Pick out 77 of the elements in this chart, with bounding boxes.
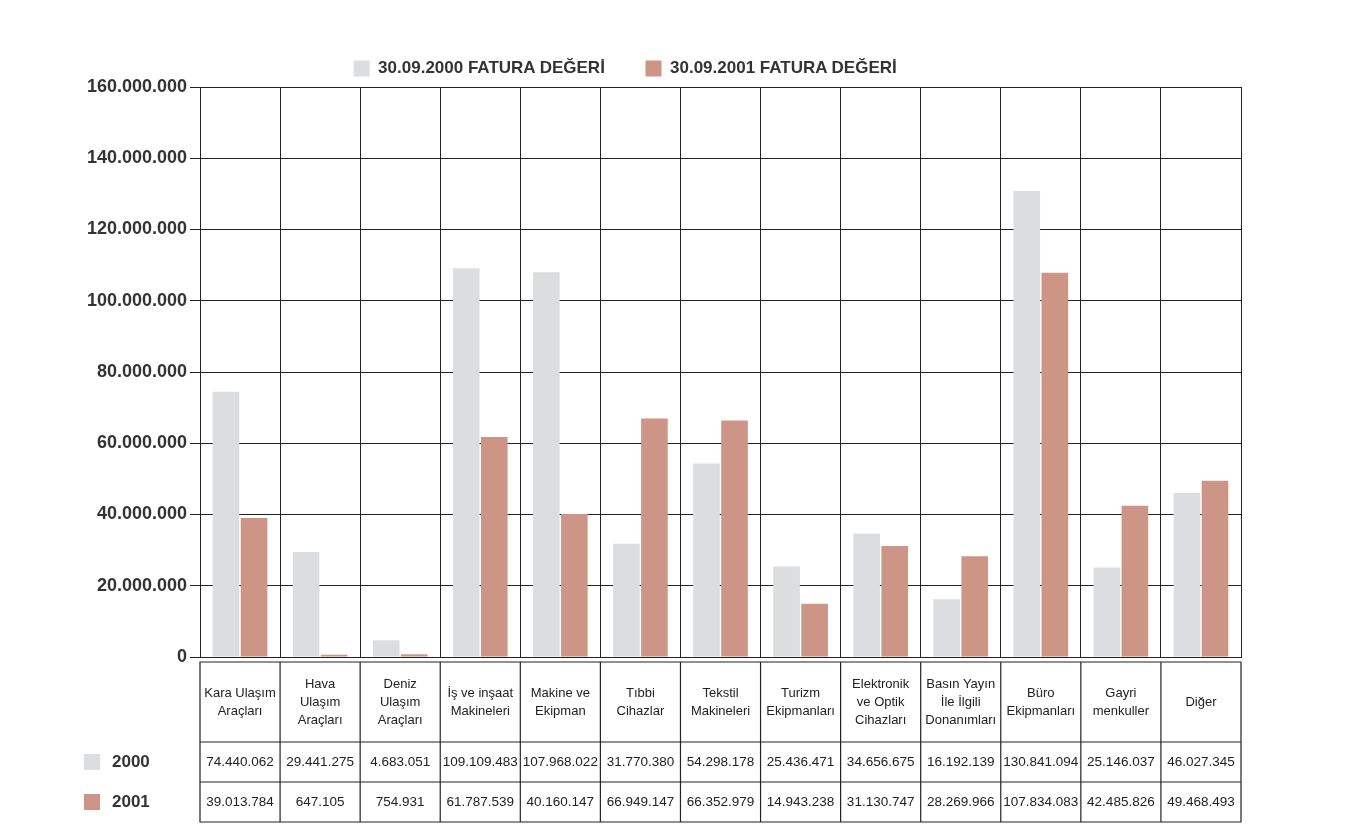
bar <box>400 654 428 657</box>
data-label: 49.468.493 <box>1167 793 1235 809</box>
bar <box>292 552 320 657</box>
data-label: 31.770.380 <box>606 753 675 769</box>
bar <box>801 603 828 657</box>
y-tick-label: 160.000.000 <box>86 75 187 96</box>
data-label: 130.841.094 <box>1003 753 1079 769</box>
x-tick-label: Diğer <box>1185 693 1218 709</box>
legend-label: 30.09.2000 FATURA DEĞERİ <box>378 58 605 78</box>
data-label: 34.656.675 <box>846 753 915 769</box>
data-label: 107.834.083 <box>1003 793 1079 809</box>
y-tick-label: 0 <box>176 645 187 666</box>
y-tick-label: 140.000.000 <box>86 147 187 168</box>
bar <box>773 566 800 657</box>
data-label: 25.436.471 <box>766 753 835 769</box>
data-label: 754.931 <box>375 793 425 809</box>
bar <box>961 556 989 657</box>
data-label: 66.949.147 <box>606 793 675 809</box>
x-tick-label: Tıbbi Cihazlar <box>616 684 665 718</box>
bar <box>533 272 560 657</box>
bar <box>1201 480 1229 657</box>
x-tick-label: İş ve inşaat Makineleri <box>447 684 514 718</box>
bar <box>1121 505 1149 657</box>
bar <box>721 420 748 657</box>
bar <box>641 418 668 657</box>
bar <box>613 543 640 657</box>
bar <box>1093 567 1121 657</box>
data-label: 647.105 <box>295 793 345 809</box>
data-label: 39.013.784 <box>206 793 275 809</box>
text: 2001 <box>112 791 150 811</box>
y-tick-label: 80.000.000 <box>96 360 187 381</box>
data-label: 61.787.539 <box>446 793 515 809</box>
x-tick-label: Turizm Ekipmanları <box>766 684 835 718</box>
text: 2000 <box>112 751 150 771</box>
data-label: 46.027.345 <box>1167 753 1235 769</box>
x-tick-label: Hava Ulaşım Araçları <box>297 675 343 727</box>
data-label: 42.485.826 <box>1087 793 1155 809</box>
data-label: 54.298.178 <box>686 753 755 769</box>
bar <box>1173 493 1201 657</box>
y-tick-label: 120.000.000 <box>86 218 187 239</box>
data-label: 109.109.483 <box>442 753 518 769</box>
data-label: 31.130.747 <box>846 793 915 809</box>
data-label: 14.943.238 <box>766 793 835 809</box>
y-tick-label: 100.000.000 <box>86 289 187 310</box>
y-tick-label: 40.000.000 <box>96 503 187 524</box>
data-label: 4.683.051 <box>370 753 431 769</box>
data-label: 16.192.139 <box>926 753 995 769</box>
data-label: 107.968.022 <box>522 753 598 769</box>
x-tick-label: Basın Yayın İle İlgili Donanımları <box>925 675 997 727</box>
bar <box>561 513 588 657</box>
x-tick-label: Elektronik ve Optik Cihazları <box>852 675 910 727</box>
y-tick-label: 60.000.000 <box>96 432 187 453</box>
bar <box>452 268 480 657</box>
data-label: 74.440.062 <box>206 753 274 769</box>
bar <box>693 463 720 657</box>
bar <box>881 546 908 657</box>
data-label: 29.441.275 <box>286 753 354 769</box>
bar <box>1013 190 1041 657</box>
data-label: 28.269.966 <box>926 793 995 809</box>
data-label: 40.160.147 <box>526 793 595 809</box>
y-tick-label: 20.000.000 <box>96 574 187 595</box>
bar <box>212 391 240 657</box>
x-tick-label: Deniz Ulaşım Araçları <box>377 675 423 727</box>
x-tick-label: Makine ve Ekipman <box>530 684 590 718</box>
bar <box>933 599 961 657</box>
data-label: 25.146.037 <box>1087 753 1155 769</box>
x-tick-label: Tekstil Makineleri <box>690 684 751 718</box>
bar <box>1041 272 1069 657</box>
data-label: 66.352.979 <box>686 793 755 809</box>
x-tick-label: Büro Ekipmanları <box>1006 684 1076 718</box>
legend-label: 30.09.2001 FATURA DEĞERİ <box>670 58 897 78</box>
x-tick-label: Gayri menkuller <box>1092 684 1150 718</box>
bar <box>480 436 508 657</box>
x-tick-label: Kara Ulaşım Araçları <box>204 684 276 718</box>
bar <box>240 518 268 657</box>
bar <box>853 533 880 657</box>
bar <box>372 640 400 657</box>
